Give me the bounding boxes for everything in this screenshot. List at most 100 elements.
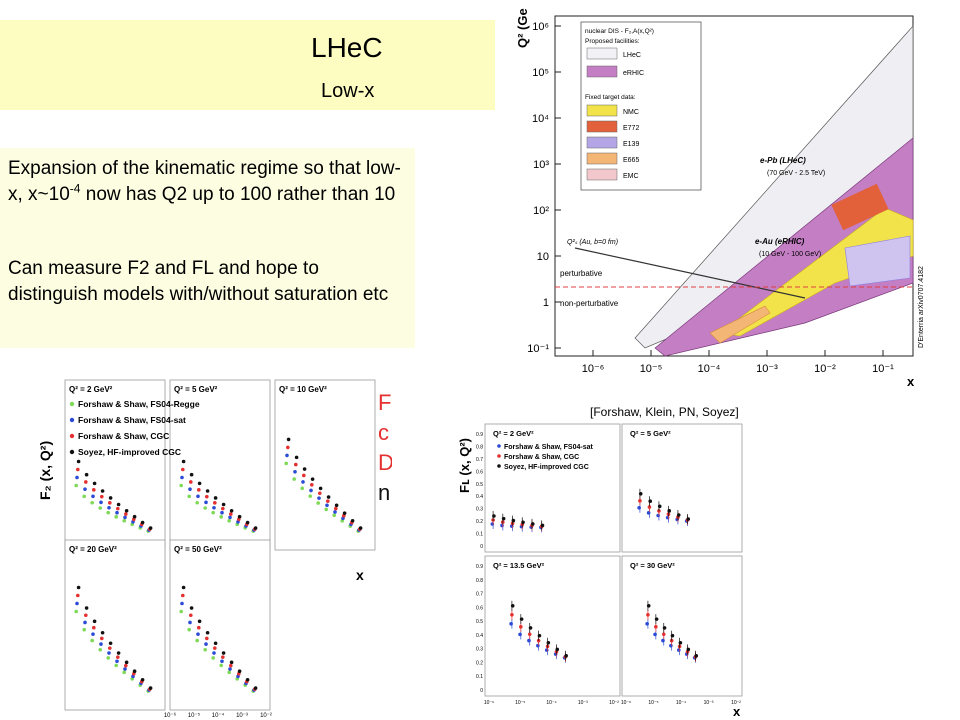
- data-point: [124, 660, 129, 665]
- data-point: [99, 642, 103, 646]
- data-point: [677, 648, 681, 652]
- kin-x-tick-label: 10⁻⁵: [640, 363, 663, 375]
- data-point: [678, 640, 683, 645]
- data-point: [285, 453, 289, 458]
- f2-panel-label: Q² = 10 GeV²: [279, 385, 327, 394]
- f2-panel-label: Q² = 50 GeV²: [174, 545, 222, 554]
- legend-swatch: [586, 168, 618, 181]
- legend-fixed: Fixed target data:: [585, 94, 636, 101]
- data-point: [122, 518, 126, 523]
- fl-y-ticks: 0 0.1 0.2 0.3 0.4 0.5 0.6 0.7 0.8 0.9 0 0.1 0.2 0.3 0.…: [476, 432, 483, 694]
- fl-panel: Q² = 13.5 GeV²: [484, 555, 621, 697]
- fl-x-tick-label: 10⁻²: [609, 700, 619, 706]
- legend-swatch: [586, 152, 618, 165]
- data-point: [106, 510, 110, 515]
- data-point: [302, 467, 307, 471]
- f2-panel-frame: [274, 379, 376, 551]
- legend-label: NMC: [623, 109, 639, 116]
- slide-title: LHeC: [311, 32, 383, 63]
- data-point: [108, 496, 113, 500]
- fl-panel-label: Q² = 5 GeV²: [630, 429, 671, 438]
- kin-y-axis-title: Q² (GeV²): [515, 8, 530, 48]
- data-point: [148, 686, 153, 690]
- data-point: [662, 626, 667, 630]
- data-point: [90, 500, 94, 505]
- fl-y-tick-label: 0: [480, 688, 483, 694]
- fl-panel-label: Q² = 30 GeV²: [630, 561, 675, 570]
- data-point: [188, 487, 192, 491]
- fl-y-tick-label: 0.5: [476, 482, 483, 488]
- data-point: [203, 647, 207, 652]
- perturbative-label: perturbative: [560, 269, 603, 278]
- fl-y-axis-title: Fʟ (x, Q²): [457, 438, 472, 493]
- data-point: [500, 523, 504, 528]
- data-point: [92, 619, 97, 624]
- fl-x-tick-label: 10⁻³: [704, 700, 714, 706]
- fl-x-tick-label: 10⁻⁴: [546, 700, 556, 706]
- fl-x-tick-label: 10⁻⁵: [515, 700, 525, 706]
- data-point: [245, 520, 250, 525]
- f2-x-tick-label: 10⁻²: [260, 713, 272, 719]
- fl-panel-frame: [621, 555, 743, 697]
- data-point: [100, 636, 104, 641]
- data-point: [122, 670, 126, 675]
- data-point: [528, 626, 533, 630]
- kin-y-tick-label: 10⁵: [532, 67, 549, 79]
- data-point: [108, 641, 113, 646]
- data-point: [555, 647, 560, 652]
- data-point: [123, 667, 127, 671]
- data-point: [179, 483, 183, 488]
- fl-y-tick-label: 0.9: [476, 432, 483, 438]
- description-box: Expansion of the kinematic regime so tha…: [0, 148, 415, 348]
- data-point: [654, 624, 658, 629]
- data-point: [509, 622, 513, 626]
- data-point: [211, 510, 215, 515]
- fl-panel-frame: [621, 423, 743, 553]
- data-point: [196, 494, 200, 499]
- kin-y-tick-label: 10³: [533, 159, 549, 171]
- data-point: [98, 647, 102, 652]
- slide-subtitle: Low-x: [321, 80, 375, 102]
- data-point: [212, 651, 216, 655]
- data-point: [350, 518, 355, 523]
- fl-legend: Forshaw & Shaw, FS04-sat Forshaw & Shaw, …: [497, 444, 593, 471]
- data-point: [284, 461, 289, 466]
- data-point: [293, 470, 297, 474]
- data-point: [229, 512, 233, 516]
- e665-region: [709, 305, 771, 344]
- legend-label: E139: [623, 141, 639, 148]
- data-point: [84, 472, 89, 477]
- data-point: [342, 511, 347, 515]
- kin-y-tick-label: 1: [543, 297, 549, 309]
- data-point: [100, 489, 105, 493]
- fl-y-tick-label: 0.2: [476, 660, 483, 666]
- kin-y-tick-label: 10⁻¹: [527, 343, 549, 355]
- data-point: [74, 609, 78, 614]
- f2-x-tick-label: 10⁻³: [236, 713, 248, 719]
- kin-x-tick-label: 10⁻³: [756, 363, 778, 375]
- data-point: [510, 613, 514, 617]
- data-point: [107, 505, 111, 510]
- data-point: [510, 604, 515, 608]
- data-point: [197, 481, 202, 486]
- data-point: [661, 638, 665, 643]
- f2-panel: Q² = 5 GeV²: [169, 379, 271, 551]
- data-point: [123, 515, 127, 520]
- data-point: [116, 502, 121, 507]
- data-point: [333, 510, 337, 514]
- kin-x-axis-title: x: [907, 374, 915, 389]
- data-point: [116, 506, 120, 511]
- data-point: [204, 642, 208, 646]
- fl-x-tick-label: 10⁻⁴: [676, 700, 686, 706]
- data-point: [180, 475, 184, 480]
- data-point: [197, 625, 201, 630]
- data-point: [213, 641, 218, 646]
- data-point: [75, 601, 79, 606]
- data-point: [492, 514, 496, 518]
- data-point: [114, 515, 118, 519]
- f2-legend-marker: [69, 401, 75, 407]
- data-point: [100, 630, 105, 635]
- fl-x-tick-label: 10⁻⁶: [621, 700, 631, 706]
- data-point: [490, 522, 495, 526]
- kin-x-tick-label: 10⁻¹: [872, 363, 894, 375]
